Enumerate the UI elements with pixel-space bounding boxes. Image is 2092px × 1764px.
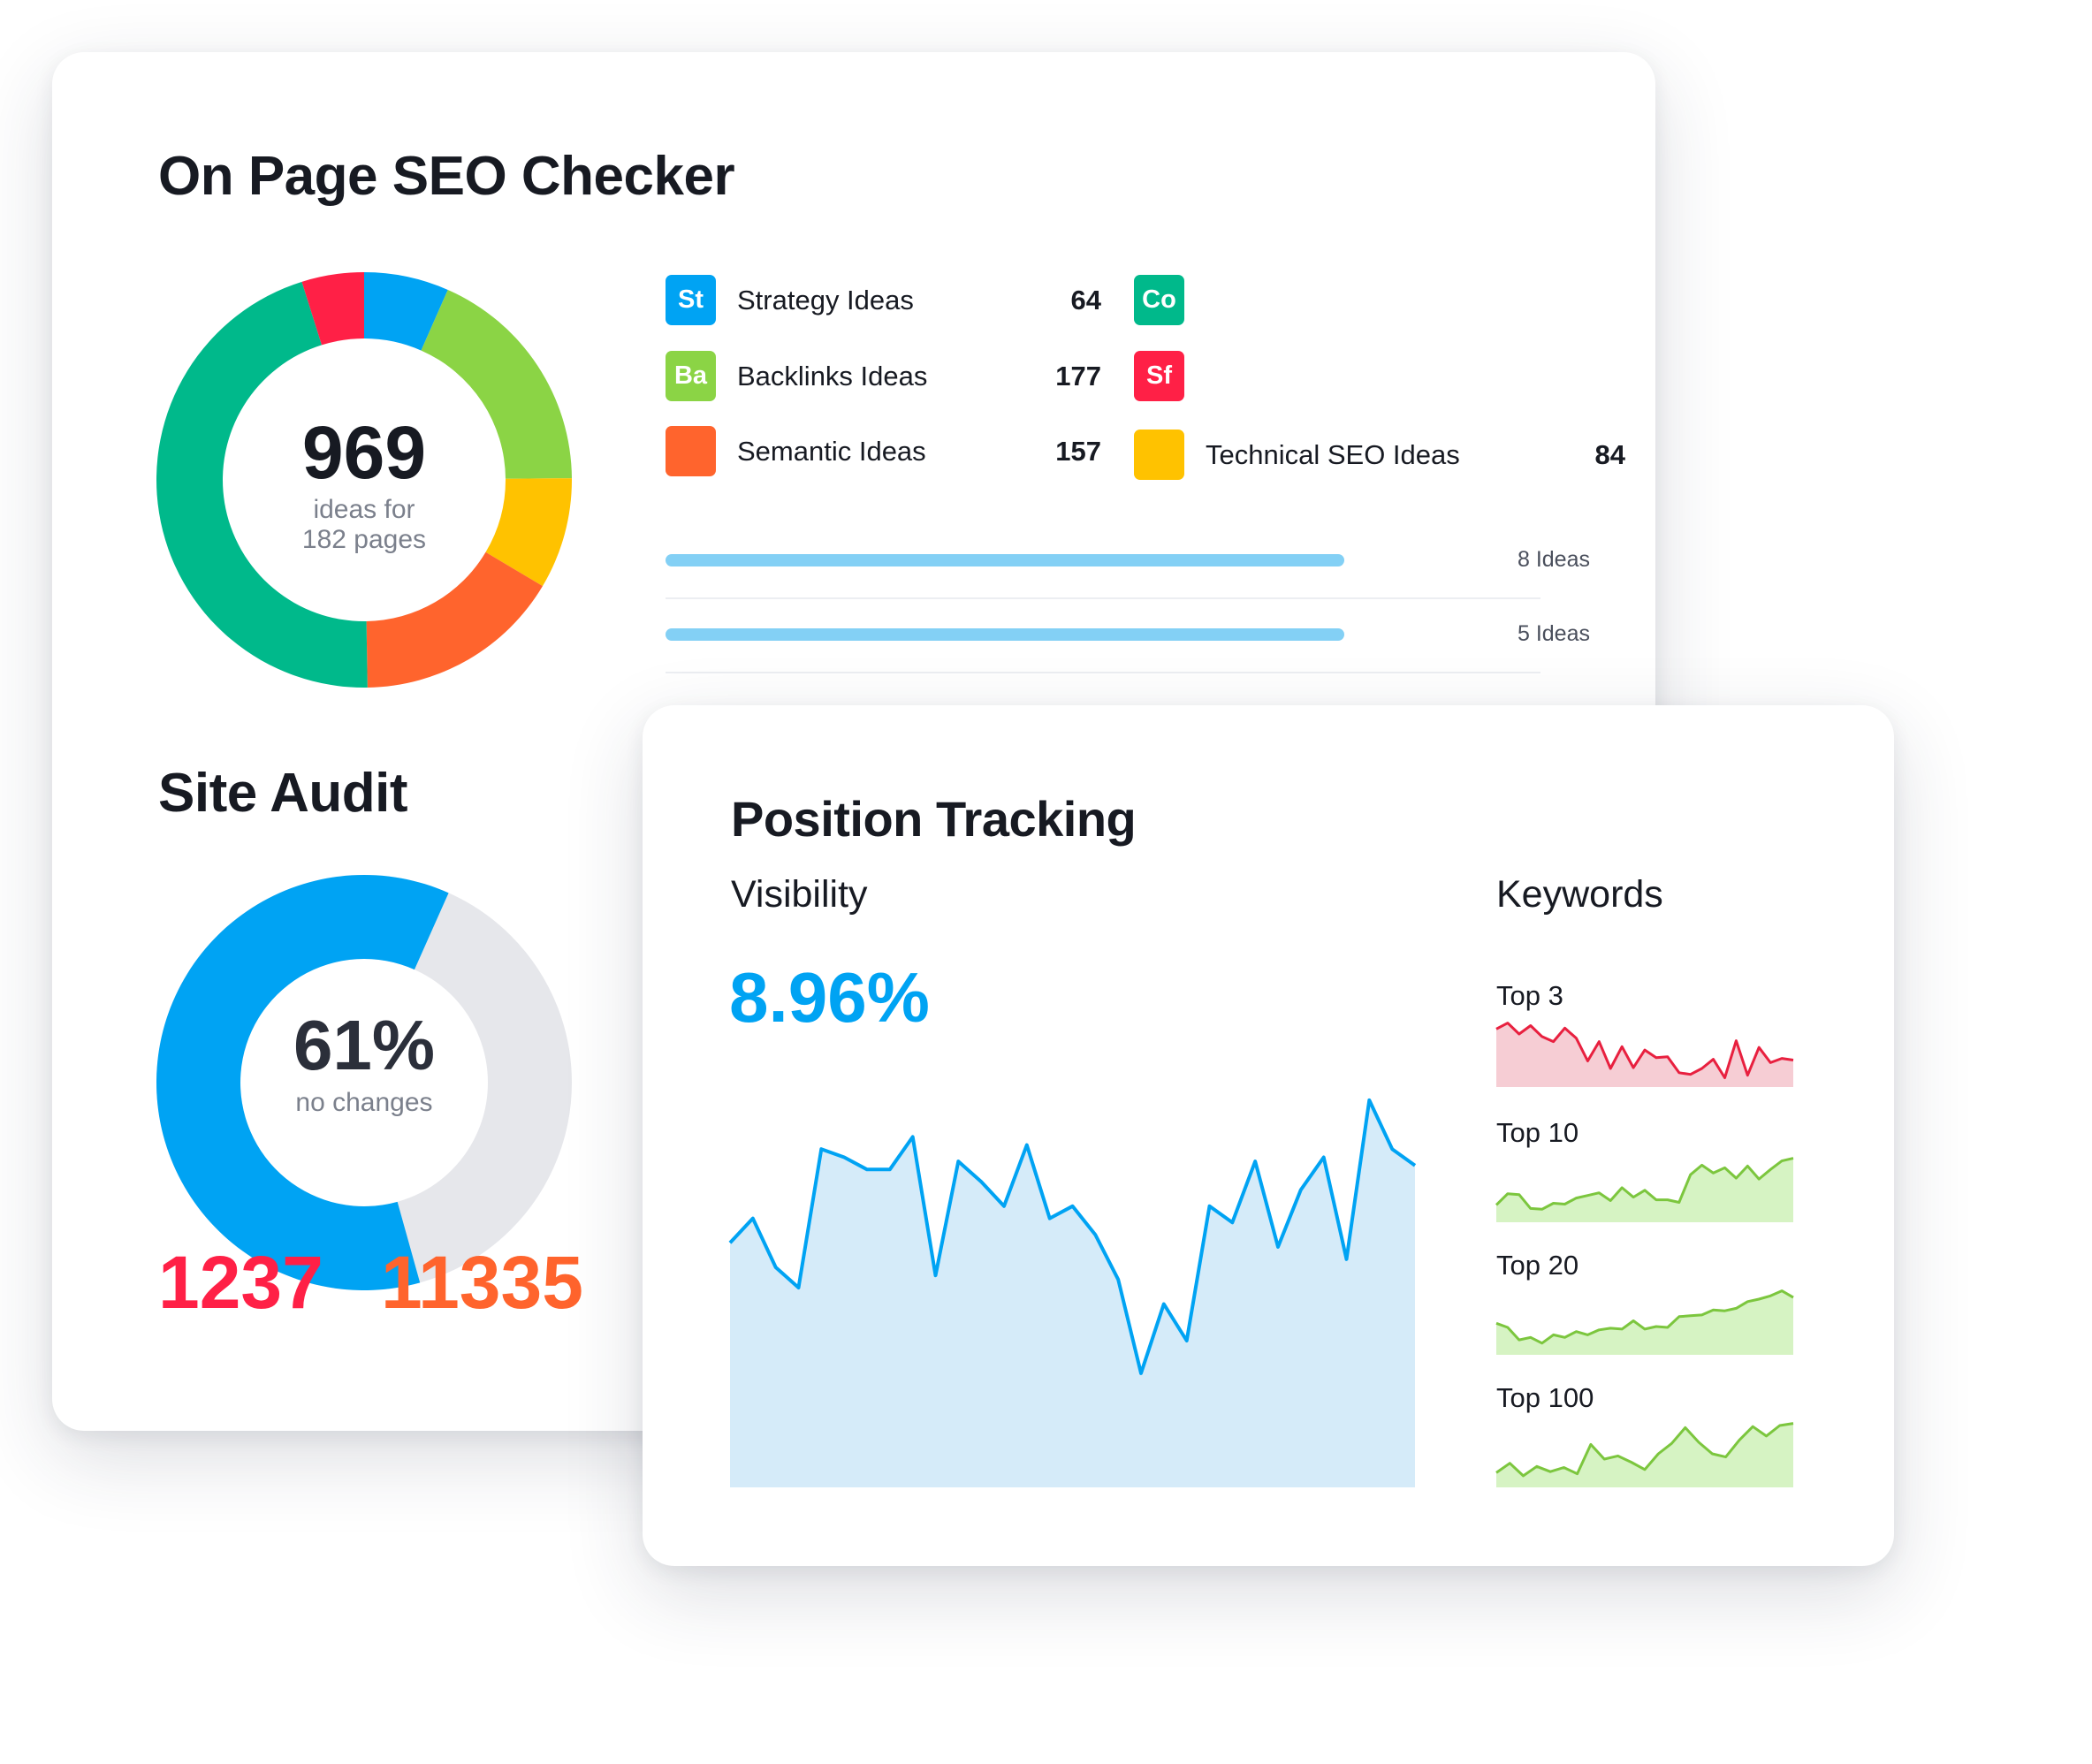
semantic-badge-icon bbox=[666, 426, 716, 476]
seo-total-caption-1: ideas for bbox=[313, 495, 415, 524]
visibility-value: 8.96% bbox=[729, 958, 930, 1037]
legend-value: 84 bbox=[1594, 439, 1625, 470]
visibility-line bbox=[728, 1098, 1417, 1375]
keyword-1-area bbox=[1496, 1158, 1793, 1222]
keyword-3-area bbox=[1496, 1423, 1793, 1487]
visibility-chart[interactable] bbox=[728, 1081, 1417, 1487]
ideas-bar bbox=[666, 628, 1344, 641]
keyword-1-line bbox=[1495, 1157, 1794, 1211]
seo-checker-title: On Page SEO Checker bbox=[158, 146, 735, 207]
legend-value: 64 bbox=[1070, 285, 1101, 316]
position-tracking-card: Position Tracking Visibility 8.96% Keywo… bbox=[643, 705, 1894, 1566]
divider bbox=[666, 672, 1540, 673]
visibility-label: Visibility bbox=[731, 873, 868, 916]
seo-ideas-donut[interactable] bbox=[156, 272, 572, 688]
visibility-area bbox=[730, 1099, 1415, 1487]
keywords-label: Keywords bbox=[1496, 873, 1663, 916]
top-10-label: Top 10 bbox=[1496, 1117, 1579, 1148]
ideas-bar-label: 5 Ideas bbox=[1517, 621, 1590, 646]
content-badge-icon: Co bbox=[1134, 275, 1184, 325]
top-3-label: Top 3 bbox=[1496, 980, 1563, 1011]
top-20-sparkline[interactable] bbox=[1495, 1284, 1794, 1355]
site-audit-progress-arc bbox=[156, 875, 449, 1290]
top-10-sparkline[interactable] bbox=[1495, 1152, 1794, 1222]
donut-segment-content bbox=[156, 281, 368, 688]
site-audit-warnings-count[interactable]: 11335 bbox=[381, 1241, 583, 1324]
serp-features-badge-icon: Sf bbox=[1134, 351, 1184, 401]
seo-total-ideas: 969 bbox=[301, 411, 427, 494]
keyword-0-area bbox=[1496, 1023, 1793, 1087]
seo-total-caption-2: 182 pages bbox=[301, 525, 427, 554]
backlinks-badge-icon: Ba bbox=[666, 351, 716, 401]
legend-label: Technical SEO Ideas bbox=[1206, 439, 1460, 470]
site-audit-percent: 61% bbox=[293, 1006, 436, 1084]
donut-segment-semantic bbox=[366, 551, 543, 688]
keyword-2-line bbox=[1495, 1289, 1794, 1345]
legend-label: Semantic Ideas bbox=[737, 436, 926, 467]
top-100-sparkline[interactable] bbox=[1495, 1417, 1794, 1487]
site-audit-donut[interactable] bbox=[156, 875, 572, 1290]
technical-badge-icon bbox=[1134, 430, 1184, 480]
site-audit-title: Site Audit bbox=[158, 763, 408, 824]
top-100-label: Top 100 bbox=[1496, 1382, 1594, 1413]
donut-segment-strategy bbox=[364, 272, 448, 351]
legend-value: 157 bbox=[1055, 436, 1101, 467]
position-tracking-title: Position Tracking bbox=[731, 791, 1137, 847]
site-audit-caption: no changes bbox=[295, 1088, 433, 1117]
top-20-label: Top 20 bbox=[1496, 1250, 1579, 1281]
top-3-sparkline[interactable] bbox=[1495, 1016, 1794, 1087]
legend-label: Strategy Ideas bbox=[737, 285, 914, 316]
donut-segment-backlinks bbox=[421, 289, 572, 479]
legend-value: 177 bbox=[1055, 361, 1101, 392]
keyword-0-line bbox=[1495, 1022, 1794, 1079]
donut-segment-technical-seo bbox=[485, 478, 572, 587]
ideas-bar-label: 8 Ideas bbox=[1517, 547, 1590, 572]
strategy-badge-icon: St bbox=[666, 275, 716, 325]
ideas-bar bbox=[666, 554, 1344, 566]
keyword-2-area bbox=[1496, 1290, 1793, 1355]
donut-segment-serp-features bbox=[301, 272, 364, 346]
site-audit-errors-count[interactable]: 1237 bbox=[158, 1241, 323, 1324]
legend-label: Backlinks Ideas bbox=[737, 361, 928, 392]
divider bbox=[666, 597, 1540, 599]
keyword-3-line bbox=[1495, 1422, 1794, 1478]
